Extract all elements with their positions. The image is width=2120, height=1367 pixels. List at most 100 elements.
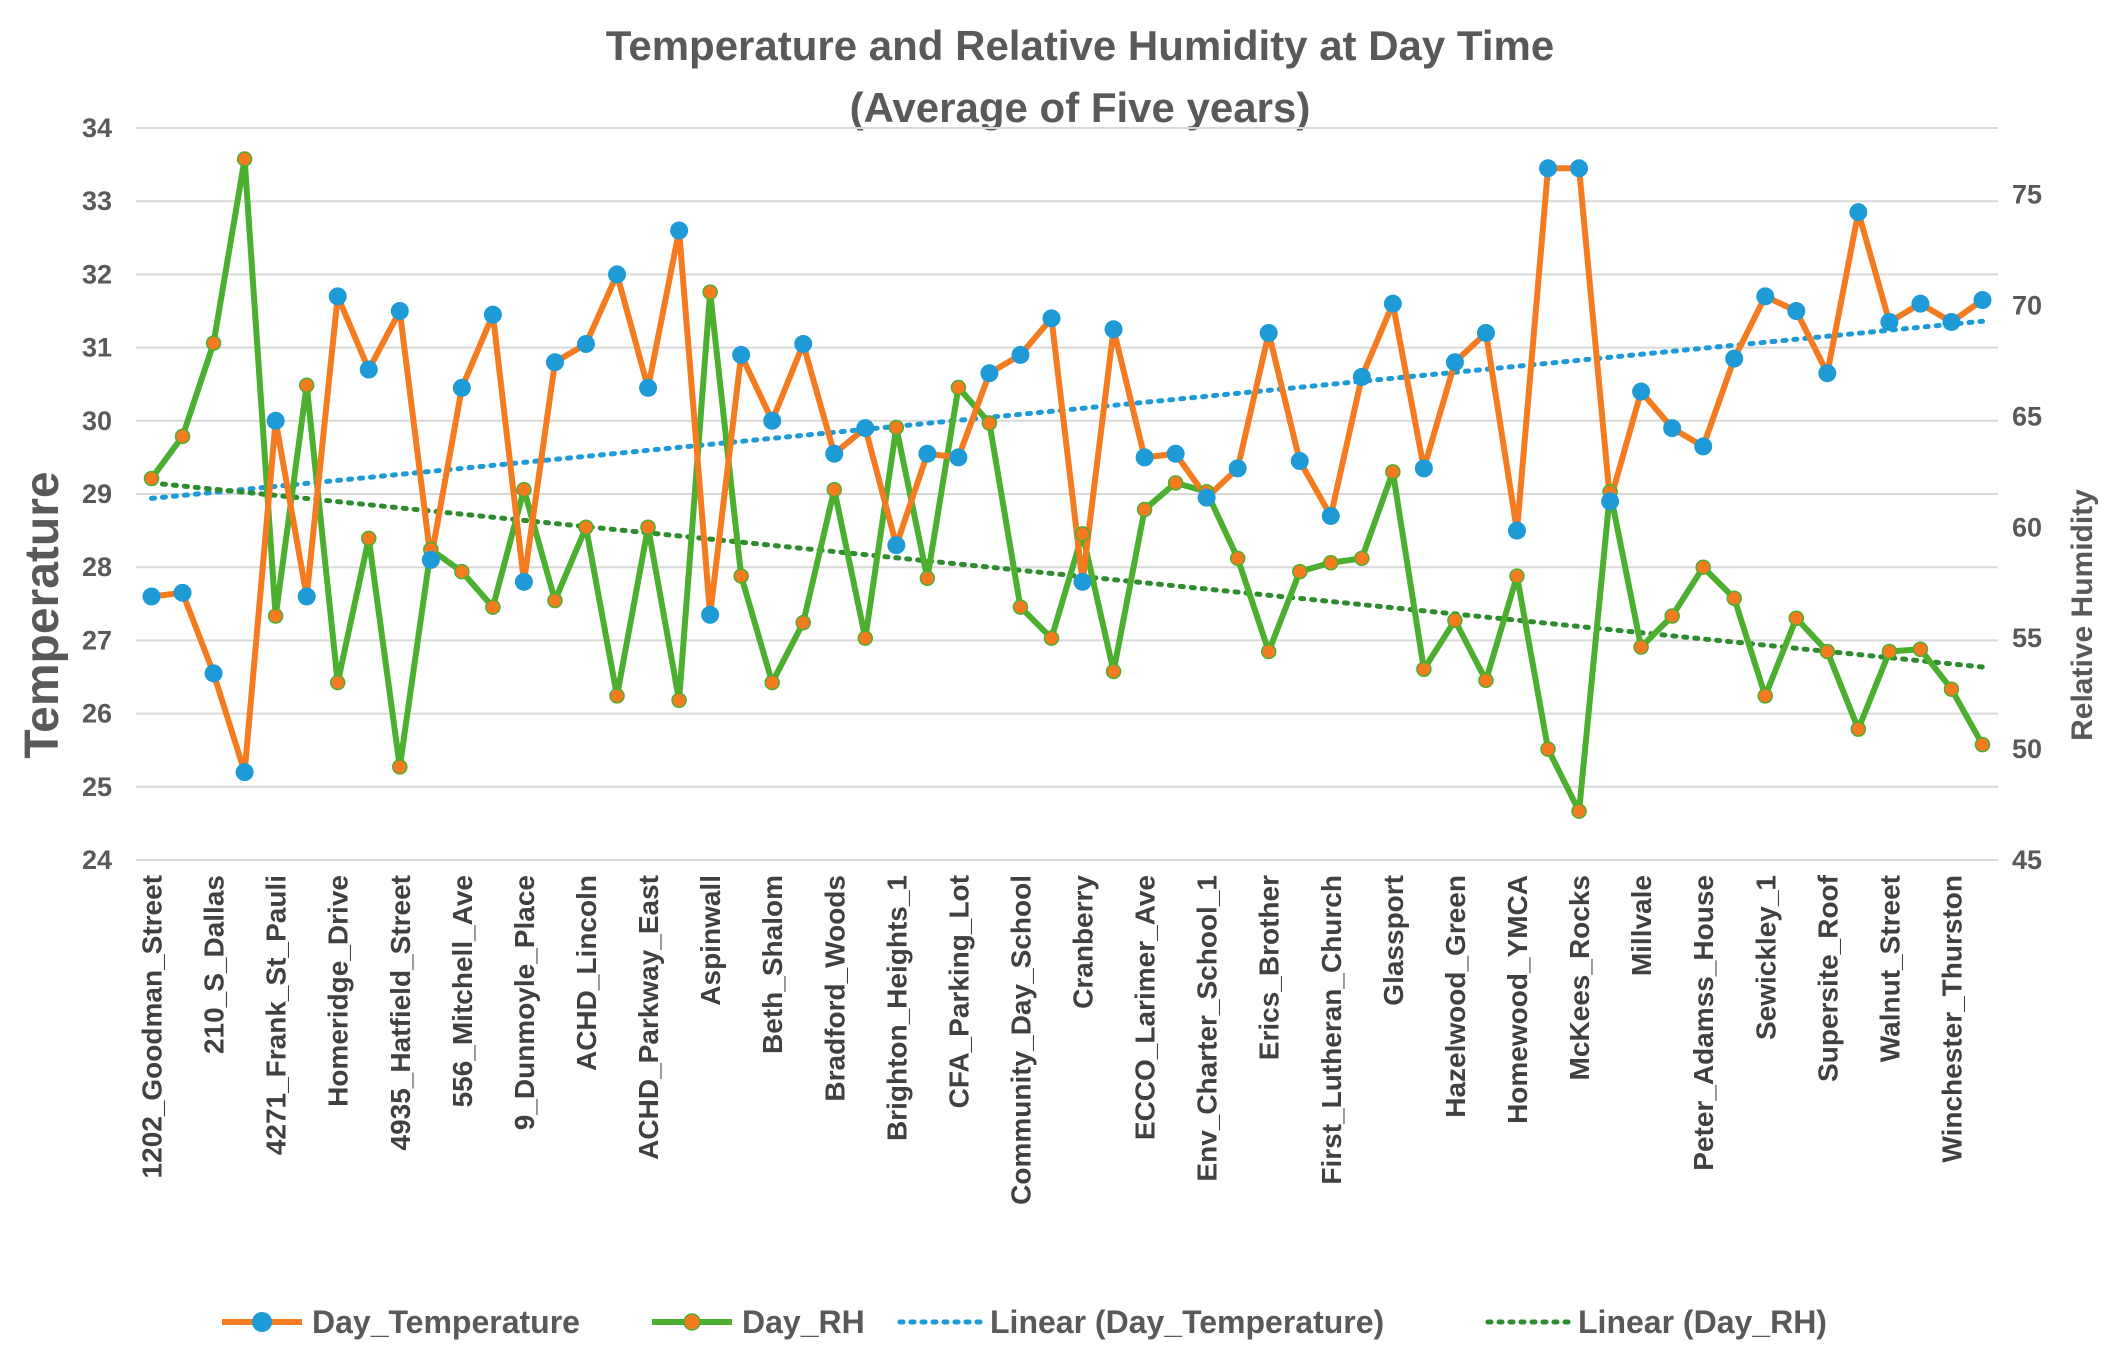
point-rh	[1105, 663, 1122, 680]
point-rh	[1695, 559, 1711, 575]
point-rh	[1788, 610, 1805, 626]
left-tick-label: 33	[82, 186, 112, 216]
trendline-rh	[149, 480, 1985, 670]
point-rh	[1974, 736, 1991, 753]
point-rh	[950, 379, 967, 396]
category-label: Glassport	[1378, 875, 1409, 1006]
right-tick-label: 45	[2012, 845, 2042, 875]
chart-subtitle: (Average of Five years)	[850, 84, 1311, 131]
category-label: CFA_Parking_Lot	[943, 875, 974, 1108]
point-temperature	[1259, 323, 1278, 342]
point-temperature	[1818, 364, 1837, 383]
category-label: Brighton_Heights_1	[881, 875, 912, 1141]
point-rh	[547, 592, 563, 609]
category-label: 556_Mitchell_Ave	[447, 875, 478, 1107]
point-rh	[1385, 464, 1401, 480]
point-rh	[174, 428, 191, 445]
point-rh	[1012, 599, 1029, 615]
category-label: Cranberry	[1068, 875, 1099, 1009]
legend-marker-rh	[683, 1313, 701, 1331]
point-temperature	[1507, 521, 1526, 540]
left-tick-label: 27	[82, 625, 112, 655]
point-temperature	[1849, 203, 1868, 222]
point-temperature	[328, 287, 347, 306]
point-rh	[1757, 688, 1773, 704]
point-temperature	[1476, 323, 1495, 342]
legend-marker-temperature	[252, 1312, 272, 1332]
legend-label-linear-temperature: Linear (Day_Temperature)	[990, 1304, 1384, 1340]
legend-label-rh: Day_RH	[742, 1304, 865, 1340]
point-rh	[1292, 563, 1308, 580]
point-rh	[1323, 555, 1339, 571]
point-temperature	[1663, 419, 1682, 438]
point-temperature	[856, 419, 875, 438]
right-axis-title: Relative Humidity	[2066, 489, 2099, 741]
point-temperature	[1073, 572, 1092, 591]
point-rh	[392, 759, 408, 775]
point-temperature	[1632, 382, 1651, 401]
left-tick-label: 30	[82, 406, 112, 436]
legend: Day_Temperature Day_RH Linear (Day_Tempera…	[222, 1304, 1827, 1340]
point-temperature	[670, 221, 689, 240]
point-temperature	[732, 345, 751, 364]
gridlines	[136, 127, 1998, 861]
point-temperature	[1601, 492, 1620, 511]
point-rh	[764, 674, 780, 691]
point-rh	[361, 530, 377, 547]
point-rh	[1726, 590, 1742, 607]
point-rh	[485, 599, 501, 615]
point-rh	[609, 688, 625, 704]
point-rh	[919, 570, 936, 587]
point-temperature	[1321, 506, 1340, 525]
trendlines	[149, 318, 1985, 670]
right-tick-label: 60	[2012, 512, 2042, 542]
point-temperature	[918, 444, 937, 463]
point-temperature	[235, 763, 254, 782]
point-temperature	[204, 664, 223, 683]
right-axis-ticks: 45 50 55 60 65 70 75	[2012, 180, 2042, 875]
point-temperature	[452, 378, 471, 397]
point-temperature	[949, 448, 968, 467]
right-tick-label: 55	[2012, 623, 2042, 653]
point-temperature	[1539, 159, 1558, 178]
point-rh	[1540, 741, 1556, 757]
category-label: 1202_Goodman_Street	[137, 875, 168, 1178]
point-temperature	[608, 265, 627, 284]
point-rh	[1633, 639, 1649, 655]
trendline-temperature	[149, 318, 1985, 501]
point-rh	[1664, 608, 1680, 624]
category-label: Hazelwood_Green	[1440, 875, 1471, 1118]
point-rh	[640, 519, 656, 536]
point-temperature	[794, 334, 813, 353]
legend-label-temperature: Day_Temperature	[312, 1304, 580, 1340]
category-label: Community_Day_School	[1005, 875, 1036, 1205]
category-label: Peter_Adamss_House	[1688, 875, 1719, 1171]
point-temperature	[390, 302, 409, 320]
point-rh	[671, 692, 687, 709]
point-temperature	[1570, 159, 1589, 178]
left-tick-label: 29	[82, 479, 112, 509]
point-temperature	[1973, 291, 1992, 310]
point-rh	[795, 614, 811, 631]
left-tick-label: 28	[82, 552, 112, 582]
point-rh	[578, 519, 594, 536]
point-temperature	[545, 353, 564, 372]
category-label: Supersite_Roof	[1812, 874, 1843, 1082]
point-rh	[329, 674, 346, 691]
point-temperature	[1011, 345, 1030, 364]
point-temperature	[576, 334, 595, 353]
category-label: 9_Dunmoyle_Place	[509, 875, 540, 1130]
point-temperature	[1104, 320, 1123, 339]
point-rh	[733, 568, 749, 584]
category-label: 210_S_Dallas	[199, 875, 230, 1054]
category-label: ACHD_Parkway_East	[633, 875, 664, 1160]
point-rh	[1509, 568, 1525, 584]
category-label: Sewickley_1	[1750, 875, 1781, 1040]
point-rh	[1416, 661, 1432, 677]
left-tick-label: 24	[82, 845, 112, 875]
point-temperature	[421, 550, 440, 569]
category-axis-labels: 1202_Goodman_Street 210_S_Dallas 4271_Fran…	[137, 874, 1968, 1205]
right-tick-label: 65	[2012, 401, 2042, 431]
category-label: Erics_Brother	[1254, 875, 1285, 1060]
left-tick-label: 34	[82, 113, 112, 143]
